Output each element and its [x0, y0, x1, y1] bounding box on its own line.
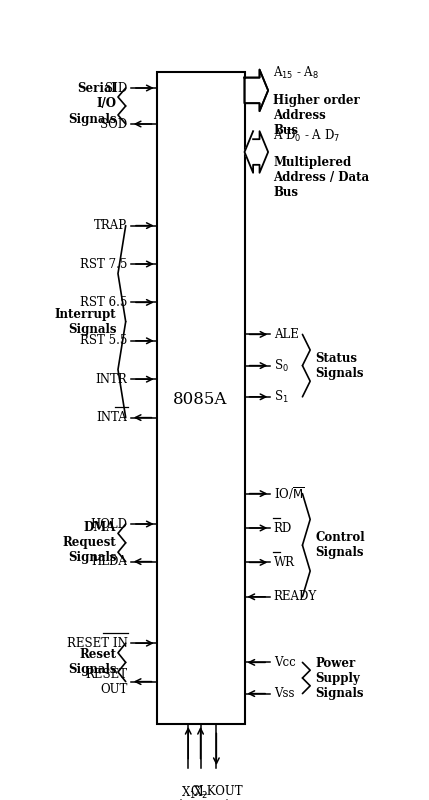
- Text: Vcc: Vcc: [274, 656, 296, 669]
- Polygon shape: [245, 70, 268, 111]
- Text: S$_1$: S$_1$: [274, 389, 288, 405]
- Text: RESET IN: RESET IN: [66, 637, 127, 650]
- Text: Serial
I/O
Signals: Serial I/O Signals: [68, 82, 116, 126]
- Text: INTR: INTR: [96, 373, 127, 386]
- Text: SOD: SOD: [100, 118, 127, 130]
- Text: Higher order
Address
Bus: Higher order Address Bus: [273, 94, 360, 138]
- Text: INTA: INTA: [97, 411, 127, 424]
- Text: A D$_0$ - A D$_7$: A D$_0$ - A D$_7$: [273, 128, 340, 144]
- Text: TRAP: TRAP: [94, 219, 127, 232]
- Text: Reset
Signals: Reset Signals: [68, 648, 116, 677]
- Text: A$_{15}$ - A$_8$: A$_{15}$ - A$_8$: [273, 65, 320, 81]
- Text: DMA
Request
Signals: DMA Request Signals: [63, 521, 116, 564]
- Text: HLDA: HLDA: [91, 555, 127, 568]
- Text: HOLD: HOLD: [91, 518, 127, 530]
- Text: READY: READY: [274, 590, 317, 603]
- Text: RESET
OUT: RESET OUT: [85, 667, 127, 695]
- Text: RST 5.5: RST 5.5: [80, 334, 127, 347]
- Text: RST 7.5: RST 7.5: [80, 258, 127, 270]
- Text: Interrupt
Signals: Interrupt Signals: [54, 308, 116, 336]
- Text: X$_1$: X$_1$: [181, 785, 196, 800]
- Text: RD: RD: [274, 522, 292, 534]
- Polygon shape: [245, 131, 268, 173]
- Text: Vss: Vss: [274, 687, 294, 700]
- Text: CLKOUT: CLKOUT: [190, 785, 243, 798]
- Text: Multiplered
Address / Data
Bus: Multiplered Address / Data Bus: [273, 156, 369, 199]
- Text: Power
Supply
Signals: Power Supply Signals: [315, 657, 364, 700]
- Text: Control
Signals: Control Signals: [315, 531, 365, 558]
- Text: IO/$\overline{\rm M}$: IO/$\overline{\rm M}$: [274, 485, 304, 502]
- Text: 8085A: 8085A: [173, 391, 228, 409]
- Bar: [157, 72, 245, 724]
- Text: RST 6.5: RST 6.5: [80, 296, 127, 309]
- Text: WR: WR: [274, 556, 295, 569]
- Text: S$_0$: S$_0$: [274, 358, 288, 374]
- Text: X$_2$: X$_2$: [193, 785, 208, 800]
- Text: ALE: ALE: [274, 328, 299, 341]
- Text: SID: SID: [105, 82, 127, 94]
- Text: Status
Signals: Status Signals: [315, 351, 364, 379]
